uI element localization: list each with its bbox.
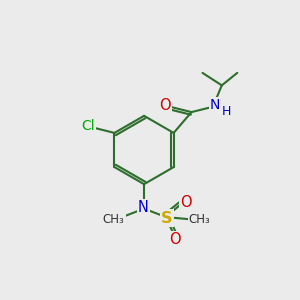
Text: N: N xyxy=(138,200,149,215)
Text: H: H xyxy=(222,105,231,118)
Text: CH₃: CH₃ xyxy=(188,213,210,226)
Text: O: O xyxy=(159,98,171,113)
Text: O: O xyxy=(169,232,181,247)
Text: Cl: Cl xyxy=(81,119,94,133)
Text: O: O xyxy=(180,195,191,210)
Text: CH₃: CH₃ xyxy=(103,213,124,226)
Text: S: S xyxy=(161,211,173,226)
Text: N: N xyxy=(210,98,220,112)
